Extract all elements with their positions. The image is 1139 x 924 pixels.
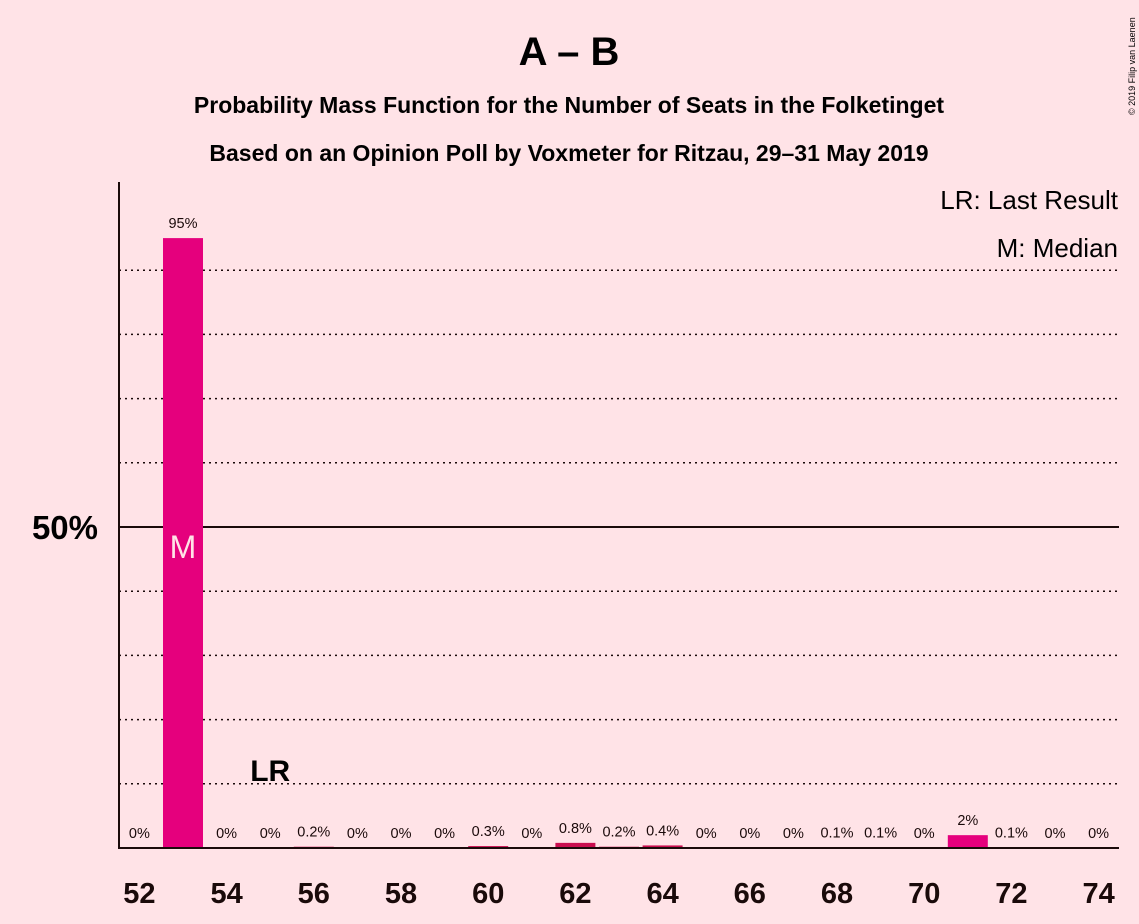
data-label-seat-53: 95% [168, 216, 197, 232]
copyright-note: © 2019 Filip van Laenen [1127, 17, 1137, 115]
data-label-seat-56: 0.2% [297, 825, 330, 841]
data-label-seat-55: 0% [260, 826, 281, 842]
data-label-seat-74: 0% [1088, 826, 1109, 842]
data-label-seat-71: 2% [957, 813, 978, 829]
bar-seat-71 [947, 835, 988, 848]
data-label-seat-65: 0% [696, 826, 717, 842]
y-tick-label-50: 50% [32, 509, 98, 546]
legend-median: M: Median [997, 233, 1118, 263]
x-tick-label-68: 68 [821, 878, 853, 910]
bars [163, 238, 1032, 849]
x-tick-label-64: 64 [646, 878, 678, 910]
data-label-seat-67: 0% [783, 826, 804, 842]
x-tick-label-56: 56 [298, 878, 330, 910]
x-tick-label-66: 66 [734, 878, 766, 910]
data-label-seat-66: 0% [739, 826, 760, 842]
data-label-seat-64: 0.4% [646, 823, 679, 839]
x-tick-label-54: 54 [210, 878, 242, 910]
legend-last-result: LR: Last Result [940, 185, 1119, 215]
data-label-seat-68: 0.1% [820, 825, 853, 841]
x-tick-label-72: 72 [995, 878, 1027, 910]
data-label-seat-60: 0.3% [472, 824, 505, 840]
data-label-seat-73: 0% [1045, 826, 1066, 842]
data-label-seat-54: 0% [216, 826, 237, 842]
gridlines [119, 269, 1119, 785]
x-tick-label-74: 74 [1082, 878, 1114, 910]
chart-title: A – B [519, 30, 620, 74]
data-labels: 0% 95% M 0% 0% 0.2% 0% 0% 0% 0.3% 0% 0.8% 0.2% 0.4% 0%… [129, 216, 1109, 842]
data-label-seat-63: 0.2% [602, 825, 635, 841]
x-tick-label-62: 62 [559, 878, 591, 910]
data-label-seat-52: 0% [129, 826, 150, 842]
data-label-seat-62: 0.8% [559, 821, 592, 837]
x-axis-ticks: 52 54 56 58 60 62 64 66 68 70 72 74 [123, 878, 1114, 910]
bar-seat-64 [642, 845, 683, 848]
data-label-seat-61: 0% [521, 826, 542, 842]
data-label-seat-69: 0.1% [864, 825, 897, 841]
x-tick-label-58: 58 [385, 878, 417, 910]
last-result-marker: LR [250, 755, 290, 788]
bar-seat-62 [555, 842, 596, 848]
x-tick-label-70: 70 [908, 878, 940, 910]
bar-seat-53 [163, 238, 203, 849]
x-tick-label-60: 60 [472, 878, 504, 910]
x-tick-label-52: 52 [123, 878, 155, 910]
data-label-seat-58: 0% [391, 826, 412, 842]
median-marker: M [170, 529, 197, 565]
chart-subtitle-1: Probability Mass Function for the Number… [194, 92, 944, 118]
data-label-seat-57: 0% [347, 826, 368, 842]
data-label-seat-70: 0% [914, 826, 935, 842]
chart-subtitle-2: Based on an Opinion Poll by Voxmeter for… [209, 140, 928, 166]
data-label-seat-72: 0.1% [995, 825, 1028, 841]
data-label-seat-59: 0% [434, 826, 455, 842]
